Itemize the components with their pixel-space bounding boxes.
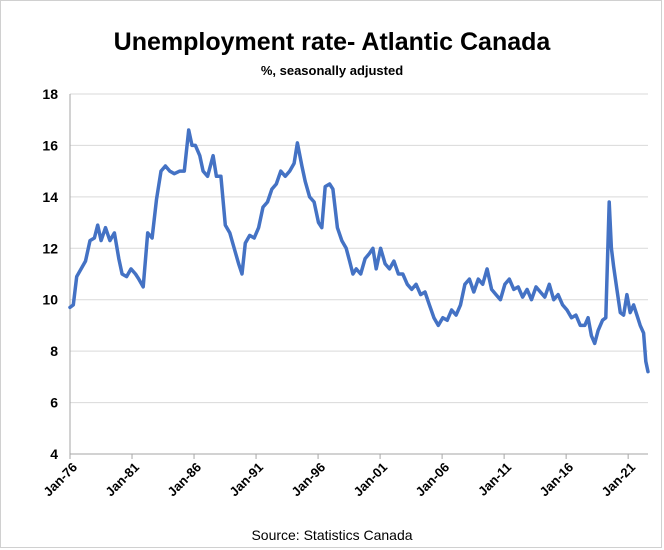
y-tick-label: 18 <box>42 86 58 102</box>
series-layer <box>68 128 650 374</box>
y-tick-label: 12 <box>42 240 58 256</box>
axes <box>69 94 648 459</box>
y-tick-label: 4 <box>50 446 58 462</box>
chart-title: Unemployment rate- Atlantic Canada <box>113 28 551 56</box>
series-line <box>68 128 650 374</box>
y-tick-label: 6 <box>50 395 58 411</box>
y-tick-label: 8 <box>50 343 58 359</box>
x-tick-label: Jan-11 <box>475 460 514 499</box>
x-tick-label: Jan-01 <box>350 460 390 500</box>
x-tick-label: Jan-06 <box>412 460 452 500</box>
y-tick-label: 16 <box>42 137 58 153</box>
source-note: Source: Statistics Canada <box>251 527 413 543</box>
x-tick-label: Jan-16 <box>537 460 577 500</box>
y-tick-labels: 4 6 8 10 12 14 16 18 <box>42 86 58 462</box>
y-tick-label: 14 <box>42 189 58 205</box>
x-tick-label: Jan-81 <box>102 460 142 500</box>
x-tick-labels: Jan-76 Jan-81 Jan-86 Jan-91 Jan-96 Jan-01 Jan-… <box>40 460 638 500</box>
x-tick-label: Jan-86 <box>164 460 204 500</box>
x-tick-label: Jan-96 <box>288 460 328 500</box>
x-tick-label: Jan-76 <box>40 460 80 500</box>
chart-subtitle: %, seasonally adjusted <box>260 63 404 78</box>
x-tick-label: Jan-21 <box>599 460 639 500</box>
y-tick-label: 10 <box>42 292 58 308</box>
x-tick-label: Jan-91 <box>226 460 266 500</box>
gridlines <box>70 93 648 404</box>
